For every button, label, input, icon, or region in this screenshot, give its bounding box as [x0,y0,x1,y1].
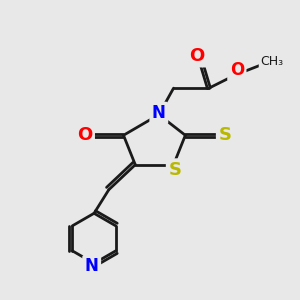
Text: N: N [152,104,166,122]
Text: O: O [77,126,92,144]
Text: O: O [190,47,205,65]
Text: S: S [169,161,182,179]
Text: CH₃: CH₃ [261,55,284,68]
Text: O: O [230,61,244,80]
Text: N: N [85,257,99,275]
Text: S: S [219,126,232,144]
